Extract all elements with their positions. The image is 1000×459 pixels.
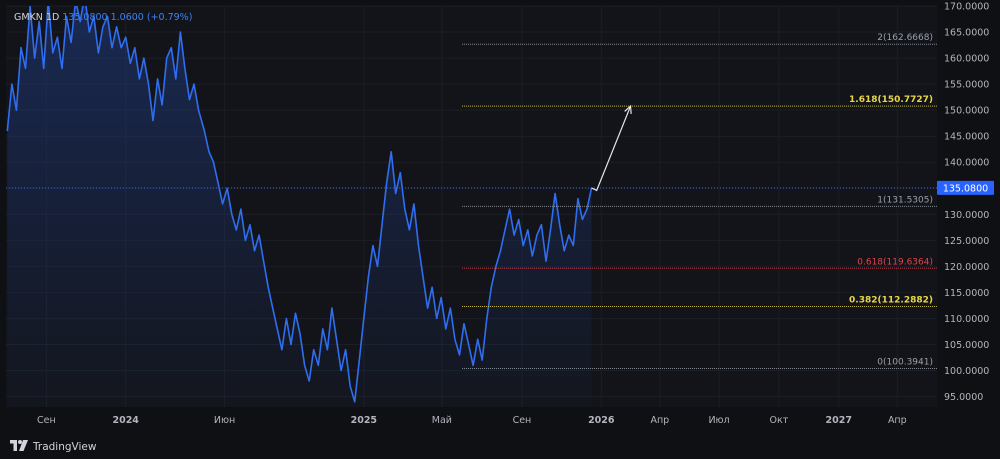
x-tick-label: Апр xyxy=(888,415,907,426)
tradingview-logo-icon xyxy=(10,440,28,454)
y-tick-label: 125.0000 xyxy=(944,236,989,247)
fib-level-label: 1(131.5305) xyxy=(877,195,933,205)
branding[interactable]: TradingView xyxy=(10,440,96,454)
y-tick-label: 165.0000 xyxy=(944,28,989,39)
brand-name: TradingView xyxy=(33,441,97,453)
x-tick-label: Апр xyxy=(650,415,669,426)
y-tick-label: 150.0000 xyxy=(944,106,989,117)
y-tick-label: 110.0000 xyxy=(944,314,989,325)
price-axis[interactable] xyxy=(937,6,994,407)
fib-level-label: 2(162.6668) xyxy=(877,33,933,43)
x-tick-label: Июл xyxy=(708,415,729,426)
y-tick-label: 115.0000 xyxy=(944,288,989,299)
x-tick-label: Окт xyxy=(770,415,789,426)
current-price-label: 135.0800 xyxy=(943,183,988,194)
projection-arrow-head xyxy=(624,104,632,115)
y-tick-label: 105.0000 xyxy=(944,340,989,351)
y-tick-label: 145.0000 xyxy=(944,132,989,143)
fib-level-label: 0.382(112.2882) xyxy=(849,296,933,306)
y-tick-label: 100.0000 xyxy=(944,366,989,377)
projection-arrow xyxy=(591,105,632,192)
fib-level-label: 1.618(150.7727) xyxy=(849,95,933,105)
legend-symbol: GMKN xyxy=(14,12,43,23)
y-tick-label: 130.0000 xyxy=(944,210,989,221)
legend-price: 135.0800 xyxy=(62,12,108,23)
x-tick-label: Июн xyxy=(214,415,235,426)
fib-level-label: 0(100.3941) xyxy=(877,357,933,367)
y-tick-label: 170.0000 xyxy=(944,2,989,13)
y-tick-label: 155.0000 xyxy=(944,80,989,91)
y-tick-label: 95.0000 xyxy=(944,392,983,403)
x-tick-label: 2024 xyxy=(112,415,139,426)
x-tick-label: 2026 xyxy=(588,415,615,426)
legend-interval: 1D xyxy=(45,12,60,23)
bottom-bar xyxy=(0,433,1000,459)
area-fill xyxy=(7,6,592,407)
x-tick-label: 2025 xyxy=(351,415,377,426)
x-tick-label: Май xyxy=(432,415,452,426)
x-tick-label: Сен xyxy=(37,415,56,426)
x-tick-label: Сен xyxy=(513,415,532,426)
y-tick-label: 160.0000 xyxy=(944,54,989,65)
chart-legend[interactable]: GMKN 1D 135.0800 1.0600 (+0.79%) xyxy=(14,12,192,23)
fib-level-label: 0.618(119.6364) xyxy=(857,257,933,267)
y-tick-label: 120.0000 xyxy=(944,262,989,273)
legend-change-pct: (+0.79%) xyxy=(146,12,193,23)
x-tick-label: 2027 xyxy=(826,415,852,426)
current-price-badge xyxy=(937,180,994,195)
price-line xyxy=(6,6,593,403)
y-tick-label: 140.0000 xyxy=(944,158,989,169)
time-axis[interactable] xyxy=(6,407,937,433)
legend-change: 1.0600 xyxy=(110,12,144,23)
